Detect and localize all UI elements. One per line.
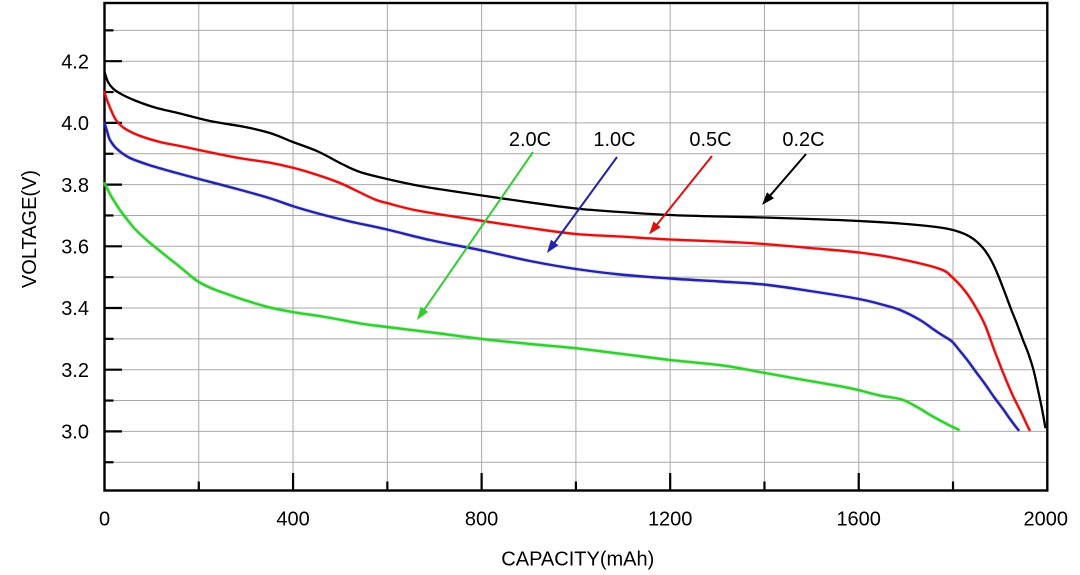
svg-text:1200: 1200 — [648, 509, 693, 531]
svg-text:1.0C: 1.0C — [593, 129, 635, 151]
svg-text:3.6: 3.6 — [61, 237, 89, 259]
svg-text:3.4: 3.4 — [61, 298, 89, 320]
svg-text:4.2: 4.2 — [61, 51, 89, 73]
svg-text:1600: 1600 — [836, 509, 881, 531]
svg-text:CAPACITY(mAh): CAPACITY(mAh) — [501, 548, 654, 570]
svg-text:2.0C: 2.0C — [509, 129, 551, 151]
svg-text:0.5C: 0.5C — [689, 129, 731, 151]
svg-text:800: 800 — [465, 509, 498, 531]
svg-text:3.2: 3.2 — [61, 360, 89, 382]
svg-text:VOLTAGE(V): VOLTAGE(V) — [19, 170, 41, 288]
svg-text:3.8: 3.8 — [61, 175, 89, 197]
svg-text:400: 400 — [276, 509, 309, 531]
svg-text:0: 0 — [99, 509, 110, 531]
svg-text:0.2C: 0.2C — [782, 129, 824, 151]
svg-text:3.0: 3.0 — [61, 422, 89, 444]
svg-text:2000: 2000 — [1024, 509, 1069, 531]
svg-text:4.0: 4.0 — [61, 113, 89, 135]
